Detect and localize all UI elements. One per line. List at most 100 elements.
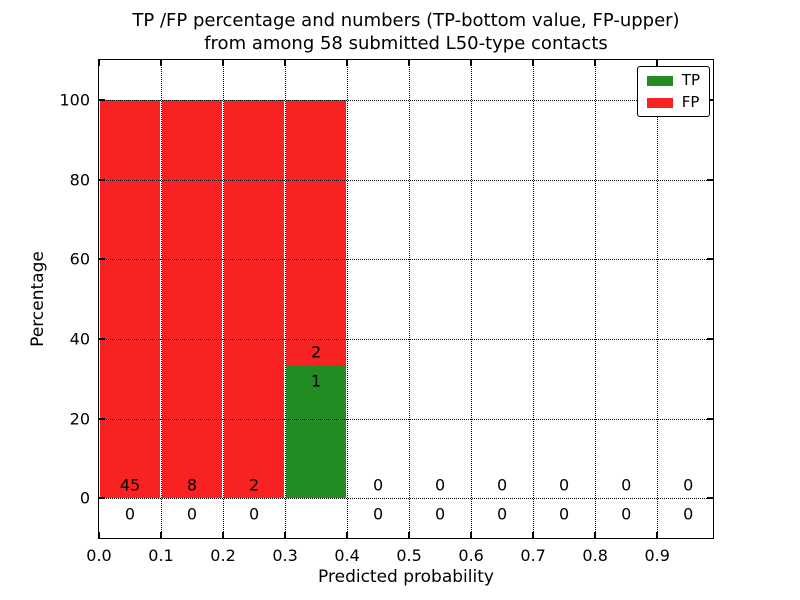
chart-title-line1: TP /FP percentage and numbers (TP-bottom… xyxy=(132,10,680,31)
h-gridline xyxy=(99,498,713,500)
legend-row-fp: FP xyxy=(646,93,700,111)
fp-count-label: 0 xyxy=(621,475,632,495)
x-tick-bottom xyxy=(284,532,287,538)
x-tick-bottom xyxy=(594,532,597,538)
fp-count-label: 0 xyxy=(372,475,384,495)
x-tick-top xyxy=(160,60,163,66)
x-tick-bottom xyxy=(98,532,100,538)
fp-count-label: 0 xyxy=(683,475,694,495)
legend-swatch-tp xyxy=(646,75,673,86)
legend: TP FP xyxy=(636,66,710,117)
y-tick-label: 0 xyxy=(79,488,90,508)
fp-bar xyxy=(100,99,161,499)
h-gridline xyxy=(99,338,713,340)
y-axis-label: Percentage xyxy=(28,251,48,347)
v-gridline xyxy=(223,60,225,538)
chart-title: TP /FP percentage and numbers (TP-bottom… xyxy=(99,9,713,55)
fp-count-label: 0 xyxy=(435,475,446,495)
x-tick-bottom xyxy=(346,532,349,538)
chart-title-line2: from among 58 submitted L50-type contact… xyxy=(204,33,608,54)
x-tick-bottom xyxy=(656,532,659,538)
y-tick-label: 80 xyxy=(69,170,90,189)
v-gridline xyxy=(657,60,659,538)
tp-count-label: 0 xyxy=(372,504,384,524)
fp-count-label: 8 xyxy=(186,475,198,495)
x-tick-bottom xyxy=(532,532,535,538)
x-tick-label: 0.7 xyxy=(520,546,546,565)
x-tick-label: 0.4 xyxy=(334,546,360,565)
x-tick-top xyxy=(532,60,535,66)
x-tick-label: 0.3 xyxy=(272,546,298,565)
y-tick-right xyxy=(707,497,713,500)
y-tick-right xyxy=(707,417,713,420)
h-gridline xyxy=(99,259,713,261)
x-tick-top xyxy=(346,60,349,66)
fp-count-label: 45 xyxy=(119,475,141,495)
v-gridline xyxy=(471,60,473,538)
y-tick-left xyxy=(99,417,105,420)
y-tick-label: 40 xyxy=(69,329,90,349)
tp-count-label: 0 xyxy=(248,504,260,524)
tp-count-label: 0 xyxy=(435,504,446,524)
x-tick-top xyxy=(222,60,225,66)
legend-label-fp: FP xyxy=(681,93,700,111)
y-tick-right xyxy=(707,178,713,181)
tp-count-label: 0 xyxy=(683,504,694,524)
legend-swatch-fp xyxy=(646,97,673,108)
fp-bar xyxy=(286,99,347,366)
v-gridline xyxy=(285,60,287,538)
v-gridline xyxy=(161,60,163,538)
v-gridline xyxy=(347,60,349,538)
plot-area: TP FP 45 0 8 0 2 0 2 1 0 0 0 0 0 0 0 0 0 0 0 0 0.0 0.1 0.2 0.3 0.… xyxy=(59,59,714,565)
h-gridline xyxy=(99,179,713,181)
legend-row-tp: TP xyxy=(646,71,700,89)
h-gridline xyxy=(99,99,713,101)
y-tick-left xyxy=(99,178,105,181)
x-tick-label: 0.6 xyxy=(458,546,484,565)
x-tick-bottom xyxy=(160,532,163,538)
x-tick-label: 0.0 xyxy=(86,546,112,565)
y-tick-left xyxy=(99,337,105,340)
y-tick-left xyxy=(99,497,105,500)
y-tick-right xyxy=(707,98,713,101)
fp-count-label: 0 xyxy=(497,475,508,495)
legend-label-tp: TP xyxy=(681,71,700,89)
tp-count-label: 0 xyxy=(186,504,198,524)
y-tick-label: 60 xyxy=(69,249,90,269)
tp-bar xyxy=(286,365,347,499)
tp-count-label: 1 xyxy=(310,371,322,391)
y-tick-left xyxy=(99,98,105,101)
y-tick-right xyxy=(707,337,713,340)
v-gridline xyxy=(595,60,597,538)
x-tick-top xyxy=(656,60,659,66)
x-tick-bottom xyxy=(408,532,411,538)
x-axis-label: Predicted probability xyxy=(318,567,494,587)
x-tick-label: 0.8 xyxy=(582,546,608,565)
v-gridline xyxy=(409,60,411,538)
x-tick-top xyxy=(284,60,287,66)
x-tick-label: 0.9 xyxy=(644,546,670,565)
x-tick-bottom xyxy=(470,532,473,538)
x-tick-label: 0.1 xyxy=(148,546,174,565)
fp-count-label: 0 xyxy=(559,475,570,495)
x-tick-label: 0.5 xyxy=(396,546,422,565)
y-tick-label: 20 xyxy=(69,409,90,428)
x-tick-top xyxy=(98,60,100,66)
tp-count-label: 0 xyxy=(621,504,632,524)
tp-count-label: 0 xyxy=(497,504,508,524)
y-tick-label: 100 xyxy=(59,90,90,110)
fp-count-label: 2 xyxy=(310,342,322,362)
v-gridline xyxy=(533,60,535,538)
tp-count-label: 0 xyxy=(124,504,136,524)
fp-bar xyxy=(224,99,285,499)
fp-bar xyxy=(162,99,223,499)
h-gridline xyxy=(99,418,713,420)
tp-count-label: 0 xyxy=(559,504,570,524)
x-tick-top xyxy=(594,60,597,66)
x-tick-bottom xyxy=(222,532,225,538)
y-tick-right xyxy=(707,258,713,261)
y-tick-left xyxy=(99,258,105,261)
fp-count-label: 2 xyxy=(248,475,260,495)
x-tick-label: 0.2 xyxy=(210,546,236,565)
